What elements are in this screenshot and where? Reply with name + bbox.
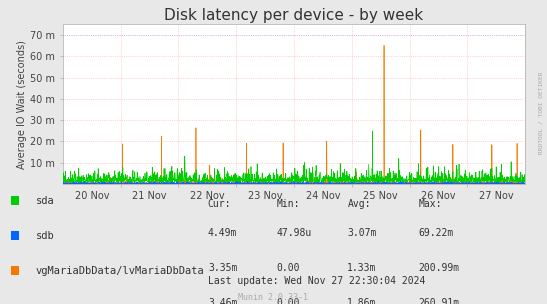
Text: 69.22m: 69.22m [418,228,453,238]
Text: Cur:: Cur: [208,199,231,209]
Text: 3.35m: 3.35m [208,263,237,273]
Text: 0.00: 0.00 [276,263,300,273]
Text: Munin 2.0.33-1: Munin 2.0.33-1 [238,293,309,302]
Text: 1.33m: 1.33m [347,263,377,273]
Text: Avg:: Avg: [347,199,371,209]
Text: 200.99m: 200.99m [418,263,459,273]
Text: sdb: sdb [36,231,54,240]
Text: vgMariaDbData/lvMariaDbData: vgMariaDbData/lvMariaDbData [36,266,205,275]
Text: 3.07m: 3.07m [347,228,377,238]
Text: 47.98u: 47.98u [276,228,311,238]
Text: 4.49m: 4.49m [208,228,237,238]
Text: 0.00: 0.00 [276,298,300,304]
Text: 3.46m: 3.46m [208,298,237,304]
Text: 1.86m: 1.86m [347,298,377,304]
Text: Max:: Max: [418,199,442,209]
Text: 260.91m: 260.91m [418,298,459,304]
Text: RRDTOOL / TOBI OETIKER: RRDTOOL / TOBI OETIKER [538,71,543,154]
Y-axis label: Average IO Wait (seconds): Average IO Wait (seconds) [18,40,27,168]
Title: Disk latency per device - by week: Disk latency per device - by week [165,8,423,23]
Text: sda: sda [36,196,54,206]
Text: Last update: Wed Nov 27 22:30:04 2024: Last update: Wed Nov 27 22:30:04 2024 [208,276,425,286]
Text: Min:: Min: [276,199,300,209]
